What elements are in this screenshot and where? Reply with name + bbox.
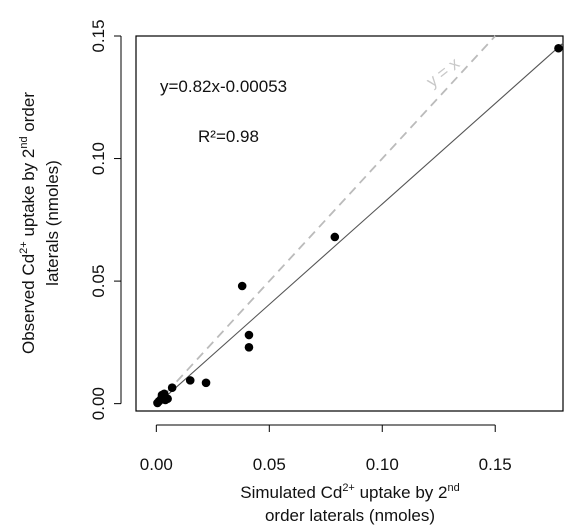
regression-line-path — [155, 42, 564, 406]
data-point — [163, 394, 172, 404]
x-tick-label: 0.15 — [479, 455, 512, 474]
x-tick-label: 0.10 — [366, 455, 399, 474]
data-point — [237, 281, 247, 291]
r-squared-prefix: R²= — [198, 127, 226, 146]
y-tick-label: 0.00 — [89, 387, 108, 420]
identity-line-path — [155, 35, 496, 405]
x-axis: 0.00 0.05 0.10 0.15 — [140, 424, 512, 474]
identity-line-label: y = x — [423, 53, 464, 91]
plot-frame — [135, 35, 564, 412]
y-axis-title-sup-b: nd — [18, 136, 30, 148]
r-squared-annotation: R²=0.98 — [198, 127, 259, 146]
y-axis-title-part-c: order — [19, 92, 38, 137]
data-points — [153, 43, 563, 408]
x-axis-title-part-a: Simulated Cd — [240, 483, 342, 502]
data-point — [244, 330, 254, 340]
r-squared-value: 0.98 — [226, 127, 259, 146]
x-tick-label: 0.00 — [140, 455, 173, 474]
identity-line — [155, 35, 496, 405]
data-point — [167, 383, 177, 393]
y-axis-title-part-b: uptake by 2 — [19, 149, 38, 242]
y-tick-label: 0.10 — [89, 142, 108, 175]
data-point — [554, 43, 563, 53]
x-axis-title-sup-b: nd — [447, 482, 459, 494]
x-tick-label: 0.05 — [253, 455, 286, 474]
y-axis-title-line1: Observed Cd2+ uptake by 2nd order — [18, 92, 38, 354]
y-tick-label: 0.05 — [89, 265, 108, 298]
y-axis-title-line2: laterals (nmoles) — [43, 160, 62, 286]
regression-line — [155, 42, 564, 406]
y-axis-title-sup-a: 2+ — [18, 241, 30, 254]
data-point — [244, 342, 254, 352]
data-point — [185, 376, 195, 385]
y-tick-label: 0.15 — [89, 19, 108, 52]
x-axis-title-line1: Simulated Cd2+ uptake by 2nd — [240, 482, 459, 502]
equation-annotation: y=0.82x-0.00053 — [160, 77, 287, 96]
x-axis-title-part-b: uptake by 2 — [355, 483, 448, 502]
data-point — [330, 232, 340, 242]
x-axis-title-sup-a: 2+ — [342, 482, 355, 494]
y-axis: 0.00 0.05 0.10 0.15 — [89, 19, 122, 420]
data-point — [201, 378, 211, 388]
x-axis-title-line2: order laterals (nmoles) — [265, 506, 435, 525]
y-axis-title-part-a: Observed Cd — [19, 254, 38, 354]
